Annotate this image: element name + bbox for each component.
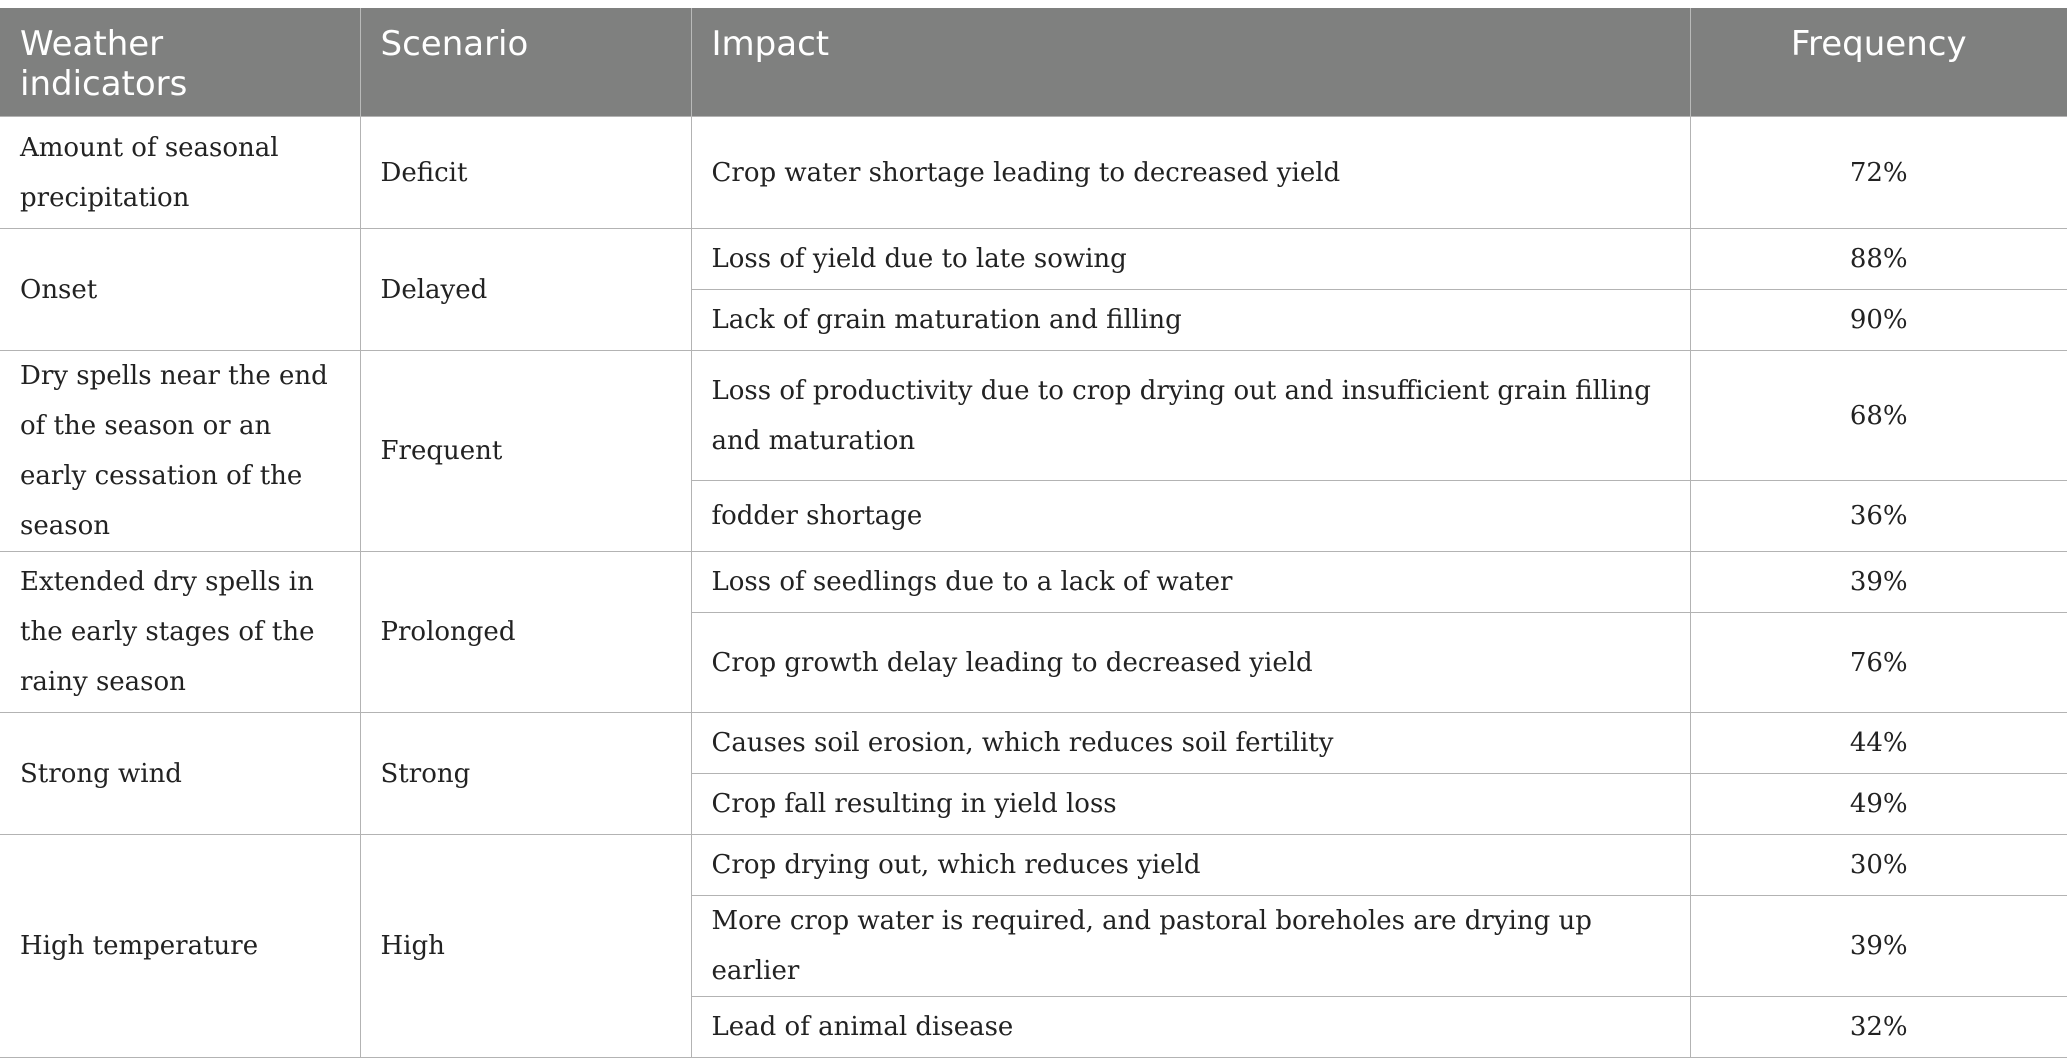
- frequency-cell: 68%: [1689, 349, 2067, 482]
- scenario-cell: Deficit: [359, 116, 692, 229]
- header-scenario: Scenario: [359, 8, 691, 117]
- table-row: Crop fall resulting in yield loss 49%: [0, 773, 2067, 835]
- table-row: Strong wind Strong Causes soil erosion, …: [0, 712, 2067, 835]
- frequency-cell: 30%: [1689, 834, 2067, 896]
- impact-cell: Crop fall resulting in yield loss: [691, 773, 1691, 835]
- header-impact: Impact: [690, 8, 1690, 117]
- table-row: High temperature High Crop drying out, w…: [0, 834, 2067, 1058]
- table-row: Lack of grain maturation and filling 90%: [0, 289, 2067, 351]
- impact-cell: Loss of yield due to late sowing: [690, 228, 1691, 290]
- table-header-row: Weather indicators Scenario Impact Frequ…: [0, 8, 2067, 117]
- impact-cell: Lead of animal disease: [691, 996, 1691, 1058]
- scenario-cell: High: [359, 834, 692, 1058]
- frequency-cell: 49%: [1689, 773, 2067, 835]
- table-row: fodder shortage 36%: [0, 480, 2067, 552]
- scenario-cell: Frequent: [359, 350, 692, 552]
- indicator-cell: Strong wind: [0, 712, 361, 835]
- indicator-cell: Onset: [0, 228, 361, 351]
- header-weather-indicators: Weather indicators: [0, 8, 360, 117]
- impact-cell: Crop water shortage leading to decreased…: [690, 116, 1691, 229]
- frequency-cell: 32%: [1689, 996, 2067, 1058]
- impact-cell: More crop water is required, and pastora…: [691, 895, 1691, 997]
- frequency-cell: 39%: [1689, 551, 2067, 613]
- weather-impact-table-container: Weather indicators Scenario Impact Frequ…: [0, 8, 2067, 1058]
- frequency-cell: 88%: [1689, 228, 2067, 290]
- impact-cell: Crop drying out, which reduces yield: [690, 834, 1691, 896]
- frequency-cell: 90%: [1689, 289, 2067, 351]
- frequency-cell: 72%: [1689, 116, 2067, 229]
- table-row: More crop water is required, and pastora…: [0, 895, 2067, 997]
- frequency-cell: 39%: [1689, 895, 2067, 997]
- scenario-cell: Delayed: [359, 228, 692, 351]
- header-frequency: Frequency: [1689, 8, 2067, 117]
- frequency-cell: 44%: [1689, 712, 2067, 774]
- impact-cell: Loss of seedlings due to a lack of water: [690, 551, 1691, 613]
- table-row: Extended dry spells in the early stages …: [0, 551, 2067, 713]
- indicator-cell: Extended dry spells in the early stages …: [0, 551, 361, 713]
- impact-cell: fodder shortage: [691, 480, 1691, 552]
- scenario-cell: Strong: [359, 712, 692, 835]
- table-row: Onset Delayed Loss of yield due to late …: [0, 228, 2067, 351]
- indicator-cell: Dry spells near the end of the season or…: [0, 350, 361, 552]
- indicator-cell: Amount of seasonal precipitation: [0, 116, 361, 229]
- weather-impact-table: Weather indicators Scenario Impact Frequ…: [0, 8, 2067, 1058]
- table-row: Amount of seasonal precipitation Deficit…: [0, 116, 2067, 229]
- frequency-cell: 36%: [1689, 480, 2067, 552]
- scenario-cell: Prolonged: [359, 551, 692, 713]
- table-row: Dry spells near the end of the season or…: [0, 349, 2067, 552]
- indicator-cell: High temperature: [0, 834, 361, 1058]
- frequency-cell: 76%: [1689, 612, 2067, 713]
- impact-cell: Crop growth delay leading to decreased y…: [691, 612, 1691, 713]
- impact-cell: Loss of productivity due to crop drying …: [690, 349, 1691, 482]
- impact-cell: Causes soil erosion, which reduces soil …: [690, 712, 1691, 774]
- impact-cell: Lack of grain maturation and filling: [691, 289, 1691, 351]
